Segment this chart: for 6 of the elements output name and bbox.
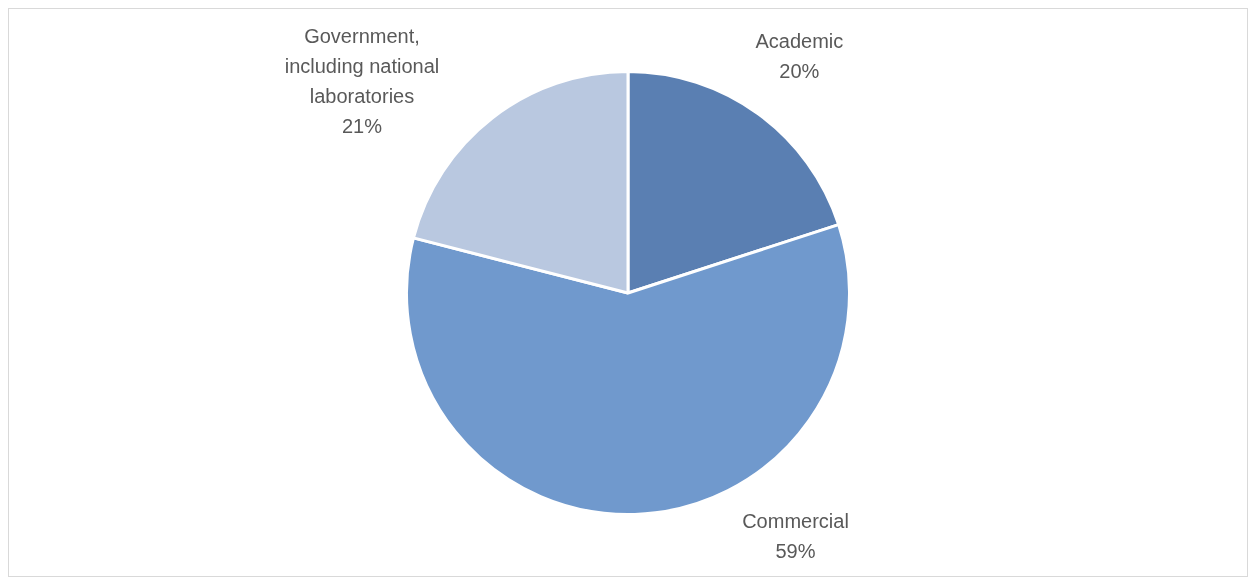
data-label: 59% [775, 540, 816, 563]
slice-label: Academic [755, 29, 844, 52]
slice-label: Commercial [742, 510, 849, 533]
slice-label: Government, including national laboratories [284, 24, 440, 107]
data-label: 21% [341, 114, 383, 137]
data-label: 20% [779, 59, 820, 82]
